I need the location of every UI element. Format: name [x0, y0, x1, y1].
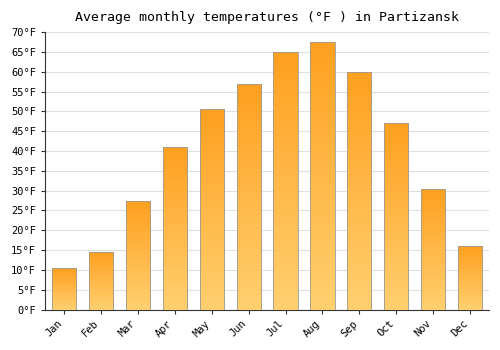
Bar	[458, 246, 482, 309]
Bar	[236, 84, 260, 309]
Bar	[200, 110, 224, 309]
Bar	[88, 252, 112, 309]
Bar	[126, 201, 150, 309]
Bar	[274, 52, 297, 309]
Bar	[348, 72, 372, 309]
Bar	[162, 147, 186, 309]
Bar	[310, 42, 334, 309]
Title: Average monthly temperatures (°F ) in Partizansk: Average monthly temperatures (°F ) in Pa…	[75, 11, 459, 24]
Bar	[384, 123, 408, 309]
Bar	[422, 189, 446, 309]
Bar	[52, 268, 76, 309]
